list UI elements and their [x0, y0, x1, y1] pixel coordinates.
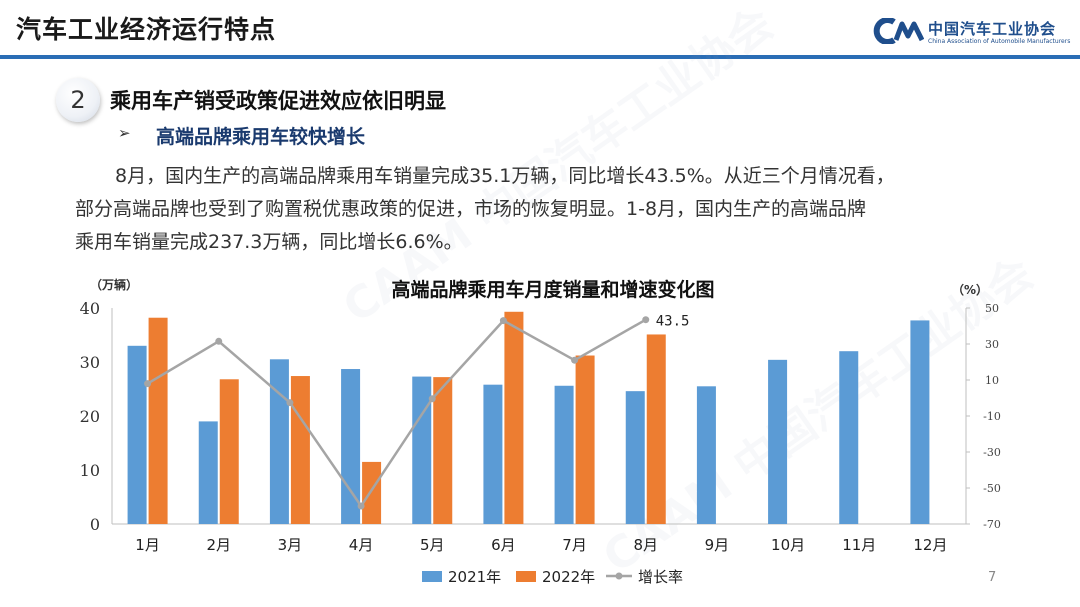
right-tick-label: -70	[983, 518, 1001, 531]
right-tick-label: 50	[985, 302, 999, 315]
legend-label-2021: 2021年	[448, 568, 501, 586]
bar-2022	[504, 311, 524, 524]
x-tick-label: 8月	[633, 536, 658, 554]
bar-2021	[910, 320, 930, 524]
bar-2021	[625, 391, 645, 524]
x-tick-label: 1月	[135, 536, 160, 554]
bullet-arrow-icon: ➢	[118, 124, 131, 142]
bar-2022	[148, 317, 168, 524]
bar-2022	[433, 377, 453, 524]
x-tick-label: 3月	[278, 536, 303, 554]
bar-2021	[269, 359, 289, 524]
bar-2021	[412, 376, 432, 524]
bar-2021	[198, 421, 218, 524]
right-tick-label: 30	[985, 338, 999, 351]
logo-text-cn: 中国汽车工业协会	[928, 20, 1057, 38]
bar-2021	[696, 386, 716, 524]
right-tick-label: -50	[983, 482, 1001, 495]
growth-rate-point	[286, 399, 294, 407]
paragraph-line: 8月，国内生产的高端品牌乘用车销量完成35.1万辆，同比增长43.5%。从近三个…	[115, 165, 895, 187]
growth-data-label: 43.5	[656, 314, 690, 330]
right-tick-label: -30	[983, 446, 1001, 459]
left-axis-unit: （万辆）	[90, 277, 138, 292]
legend-marker-growth	[615, 572, 623, 580]
left-tick-label: 30	[80, 353, 100, 372]
growth-rate-point	[428, 395, 436, 403]
x-tick-label: 2月	[206, 536, 231, 554]
growth-rate-point	[357, 502, 365, 510]
growth-rate-point	[642, 316, 650, 324]
x-tick-label: 6月	[491, 536, 516, 554]
bar-2021	[127, 345, 147, 524]
right-tick-label: -10	[983, 410, 1001, 423]
section-number-badge: 2	[56, 78, 100, 122]
page-number: 7	[988, 570, 997, 585]
left-tick-label: 20	[80, 407, 100, 426]
bullet-heading: 高端品牌乘用车较快增长	[156, 126, 366, 148]
x-tick-label: 12月	[913, 536, 947, 554]
left-tick-label: 40	[80, 299, 100, 318]
growth-rate-point	[499, 317, 507, 325]
growth-rate-point	[144, 380, 152, 388]
left-tick-label: 10	[80, 461, 100, 480]
sales-growth-chart: 高端品牌乘用车月度销量和增速变化图 （万辆） （%） 0 10 20 30 40 -70 -…	[80, 277, 1001, 586]
paragraph-line: 部分高端品牌也受到了购置税优惠政策的促进，市场的恢复明显。1-8月，国内生产的高…	[75, 198, 867, 220]
bar-2021	[768, 359, 788, 524]
bar-2021	[839, 351, 859, 524]
x-tick-label: 11月	[842, 536, 876, 554]
legend-swatch-2022	[516, 571, 536, 582]
body-paragraph: 8月，国内生产的高端品牌乘用车销量完成35.1万辆，同比增长43.5%。从近三个…	[75, 160, 1035, 259]
bar-2022	[575, 355, 595, 524]
x-tick-label: 10月	[771, 536, 805, 554]
bar-2021	[554, 385, 574, 524]
right-tick-label: 10	[985, 374, 999, 387]
bar-2022	[646, 334, 666, 524]
x-tick-label: 5月	[420, 536, 445, 554]
growth-rate-point	[571, 356, 579, 364]
bar-2022	[362, 461, 382, 524]
legend-label-2022: 2022年	[542, 568, 595, 586]
paragraph-line: 乘用车销量完成237.3万辆，同比增长6.6%。	[75, 231, 463, 253]
logo-text-en: China Association of Automobile Manufact…	[928, 38, 1071, 45]
growth-rate-point	[215, 337, 223, 345]
x-tick-label: 4月	[349, 536, 374, 554]
bar-2022	[219, 379, 239, 524]
chart-title: 高端品牌乘用车月度销量和增速变化图	[391, 278, 714, 301]
x-tick-label: 9月	[705, 536, 730, 554]
legend-label-growth: 增长率	[638, 568, 683, 586]
right-axis-unit: （%）	[952, 282, 988, 297]
legend-swatch-2021	[422, 571, 442, 582]
bar-2021	[483, 384, 503, 524]
header-divider	[0, 55, 1080, 59]
left-tick-label: 0	[90, 515, 100, 534]
section-title: 乘用车产销受政策促进效应依旧明显	[110, 89, 446, 113]
x-tick-label: 7月	[562, 536, 587, 554]
association-logo: 中国汽车工业协会 China Association of Automobile…	[872, 14, 1072, 52]
bar-2022	[290, 376, 310, 524]
slide-title: 汽车工业经济运行特点	[16, 15, 277, 44]
header-bar: 汽车工业经济运行特点 中国汽车工业协会 China Association of…	[0, 0, 1080, 59]
caam-logo-icon	[873, 18, 924, 44]
growth-rate-line	[146, 318, 647, 509]
